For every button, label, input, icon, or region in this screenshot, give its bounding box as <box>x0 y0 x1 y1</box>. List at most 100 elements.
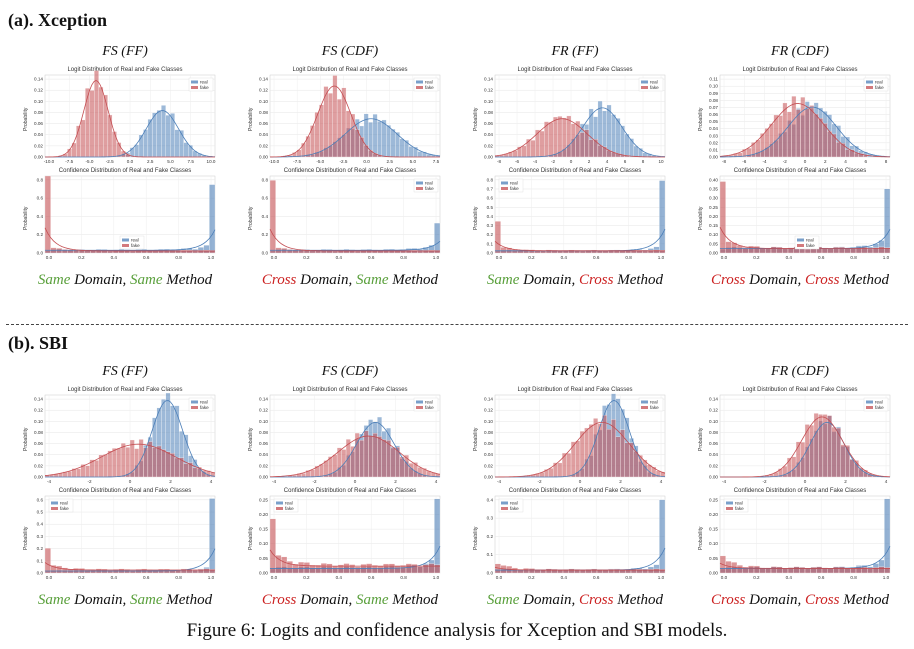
legend-label-real: real <box>200 79 208 84</box>
y-tick-label: 0.03 <box>709 133 718 138</box>
x-tick-label: 0.8 <box>625 255 632 260</box>
logit-plot-svg: 0.00 0.02 0.04 0.06 0.08 0.10 0.12 0.14 -8 -6 -4 -2… <box>484 74 666 164</box>
legend-label-real: real <box>510 500 518 505</box>
histogram-bar-fake <box>867 568 874 574</box>
caption-segment: Cross <box>261 272 297 288</box>
y-tick-label: 0.20 <box>709 512 718 517</box>
histogram-bar-fake <box>44 548 51 574</box>
caption-segment: Method <box>839 592 890 608</box>
logit-chart: Logit Distribution of Real and Fake Clas… <box>240 67 460 167</box>
confidence-chart: Confidence Distribution of Real and Fake… <box>690 168 910 263</box>
logit-chart: Logit Distribution of Real and Fake Clas… <box>240 387 460 487</box>
logit-plot-svg: 0.00 0.02 0.04 0.06 0.08 0.10 0.12 0.14 -4 -2 0 2 4 r… <box>259 394 441 484</box>
histogram-bar-fake <box>588 139 594 158</box>
x-tick-label: 7.5 <box>433 159 440 164</box>
histogram-bar-fake <box>633 451 639 478</box>
caption-segment: Same <box>486 272 520 288</box>
x-tick-label: 4 <box>660 479 663 484</box>
x-tick-label: 0.8 <box>400 255 407 260</box>
histogram-bar-real <box>372 113 378 158</box>
y-tick-label: 0.00 <box>484 155 493 160</box>
y-tick-label: 0.6 <box>487 196 494 201</box>
histogram-bar-real <box>390 128 396 158</box>
caption-segment: Method <box>162 272 213 288</box>
histogram-bar-fake <box>56 565 63 574</box>
y-tick-label: 0.5 <box>37 510 44 515</box>
conf-plot-svg: 0.00 0.05 0.10 0.15 0.20 0.25 0.30 0.35 0.40 0.0 0… <box>709 175 891 260</box>
y-tick-label: 0.08 <box>484 430 493 435</box>
panel-title: FS (CDF) <box>321 364 379 379</box>
histogram-bar-real <box>434 222 441 254</box>
y-tick-label: 0.10 <box>709 84 718 89</box>
x-tick-label: 0.6 <box>143 255 150 260</box>
caption-segment: Cross <box>710 592 746 608</box>
histogram-bar-fake <box>593 418 599 478</box>
x-tick-label: 2 <box>169 479 172 484</box>
histogram-bar-fake <box>809 425 815 478</box>
histogram-bar-fake <box>332 566 339 574</box>
histogram-bar-fake <box>719 181 726 254</box>
y-tick-label: 0.2 <box>487 534 494 539</box>
histogram-bar-fake <box>867 248 874 254</box>
caption-segment: Domain, <box>519 592 580 608</box>
x-tick-label: 2 <box>619 479 622 484</box>
histogram-bar-fake <box>44 175 51 254</box>
y-tick-label: 0.06 <box>259 121 268 126</box>
x-tick-label: -2 <box>312 479 317 484</box>
y-tick-label: 0.02 <box>484 463 493 468</box>
x-tick-label: 1.0 <box>208 575 215 580</box>
histogram-bar-fake <box>624 442 630 478</box>
x-tick-label: 0.8 <box>175 575 182 580</box>
y-tick-label: 0.20 <box>259 512 268 517</box>
legend-label-fake: fake <box>735 506 744 511</box>
histogram-bar-real <box>624 133 630 158</box>
x-tick-label: 0.4 <box>561 575 568 580</box>
x-tick-label: 0.0 <box>127 159 134 164</box>
chart-title: Confidence Distribution of Real and Fake… <box>508 488 642 494</box>
x-tick-label: 0.6 <box>593 255 600 260</box>
y-tick-label: 0.00 <box>34 155 43 160</box>
y-tick-label: 0.14 <box>484 77 493 82</box>
legend-label-fake: fake <box>875 85 884 90</box>
histogram-bar-fake <box>107 569 114 574</box>
kde-line-real <box>270 421 441 478</box>
histogram-bar-fake <box>553 116 558 158</box>
histogram-bar-fake <box>642 250 649 254</box>
legend-label-fake: fake <box>285 506 294 511</box>
histogram-bar-fake <box>129 250 136 254</box>
y-tick-label: 0.04 <box>484 452 493 457</box>
histogram-bar-fake <box>111 448 117 478</box>
legend-label-real: real <box>285 500 293 505</box>
y-tick-label: 0.15 <box>709 527 718 532</box>
x-tick-label: 0.2 <box>753 575 760 580</box>
histogram-bar-fake <box>386 440 391 478</box>
y-tick-label: 0.02 <box>34 463 43 468</box>
histogram-bar-fake <box>833 566 840 574</box>
x-tick-label: -2.5 <box>106 159 114 164</box>
legend-swatch-fake <box>866 86 873 89</box>
histogram-bar-fake <box>878 566 885 574</box>
histogram-bar-fake <box>804 248 811 254</box>
histogram-bar-fake <box>67 250 74 254</box>
histogram-bar-real <box>156 110 162 158</box>
histogram-bar-fake <box>642 570 649 574</box>
histogram-bar-fake <box>566 115 572 158</box>
plot-area <box>269 175 441 254</box>
y-tick-label: 0.12 <box>34 88 43 93</box>
y-tick-label: 0.8 <box>262 177 269 182</box>
caption-segment: Cross <box>710 272 746 288</box>
y-tick-label: 0.02 <box>34 143 43 148</box>
caption-segment: Cross <box>579 272 614 288</box>
x-tick-label: -4 <box>272 479 277 484</box>
logit-plot-svg: 0.00 0.02 0.04 0.06 0.08 0.10 0.12 0.14 -4 -2 0 2 4 r… <box>709 394 891 484</box>
histogram-bar-fake <box>530 140 536 158</box>
y-tick-label: 0.06 <box>709 441 718 446</box>
x-tick-label: 0.2 <box>753 255 760 260</box>
y-tick-label: 0.1 <box>37 558 44 563</box>
kde-line-real <box>45 400 216 478</box>
histogram-bar-fake <box>368 436 374 478</box>
histogram-bar-fake <box>390 447 396 478</box>
y-tick-label: 0.10 <box>259 541 268 546</box>
histogram-bar-fake <box>782 568 789 574</box>
x-tick-label: 1.0 <box>658 255 665 260</box>
